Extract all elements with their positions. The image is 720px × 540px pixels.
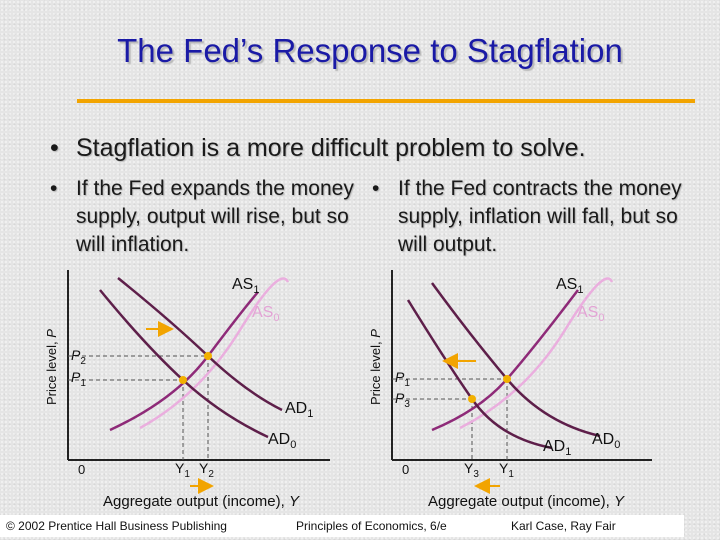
left-as1-curve bbox=[109, 291, 259, 432]
left-p-lower-label: P1 bbox=[71, 369, 86, 389]
right-as0-label: AS0 bbox=[577, 304, 604, 324]
left-bullet-text: If the Fed expands the money supply, out… bbox=[76, 177, 354, 256]
right-ad1-label: AD1 bbox=[543, 438, 571, 458]
right-bullet: • If the Fed contracts the money supply,… bbox=[372, 175, 692, 259]
left-equilibrium-new bbox=[204, 352, 212, 360]
left-x-axis-label: Aggregate output (income), Y bbox=[103, 493, 300, 510]
right-y-a-label: Y3 bbox=[464, 460, 479, 480]
left-ad0-label: AD0 bbox=[268, 431, 296, 451]
left-bullet: • If the Fed expands the money supply, o… bbox=[50, 175, 360, 259]
left-p-upper-label: P2 bbox=[71, 347, 86, 367]
right-y-b-label: Y1 bbox=[499, 460, 514, 480]
bullet-dot: • bbox=[50, 177, 58, 200]
left-as0-label: AS0 bbox=[252, 304, 279, 324]
footer-bar: © 2002 Prentice Hall Business Publishing… bbox=[0, 515, 684, 537]
left-graph: Price level, P Aggregate output (income)… bbox=[44, 270, 330, 510]
right-graph: Price level, P Aggregate output (income)… bbox=[368, 270, 652, 510]
right-ad0-label: AD0 bbox=[592, 431, 620, 451]
left-y-axis-label: Price level, P bbox=[44, 329, 59, 405]
left-ad1-label: AD1 bbox=[285, 400, 313, 420]
right-ad0-curve bbox=[430, 282, 601, 438]
right-p-lower-label: P3 bbox=[395, 390, 410, 410]
right-bullet-text: If the Fed contracts the money supply, i… bbox=[398, 177, 682, 256]
footer-book: Principles of Economics, 6/e bbox=[296, 519, 447, 533]
right-origin-label: 0 bbox=[402, 462, 409, 477]
right-as1-label: AS1 bbox=[556, 276, 583, 296]
footer-authors: Karl Case, Ray Fair bbox=[511, 519, 616, 533]
left-as0-curve bbox=[139, 277, 290, 430]
right-p-upper-label: P1 bbox=[395, 369, 410, 389]
main-bullet-text: Stagflation is a more difficult problem … bbox=[76, 134, 586, 162]
left-equilibrium-initial bbox=[179, 376, 187, 384]
left-y-b-label: Y2 bbox=[199, 460, 214, 480]
left-ad1-curve bbox=[117, 277, 283, 412]
left-origin-label: 0 bbox=[78, 462, 85, 477]
left-y-a-label: Y1 bbox=[175, 460, 190, 480]
slide-title: The Fed’s Response to Stagflation bbox=[117, 32, 623, 69]
right-equilibrium-initial bbox=[503, 375, 511, 383]
right-equilibrium-new bbox=[468, 395, 476, 403]
right-y-axis-label: Price level, P bbox=[368, 329, 383, 405]
right-x-axis-label: Aggregate output (income), Y bbox=[428, 493, 625, 510]
title-underline bbox=[77, 99, 695, 103]
right-as0-curve bbox=[459, 277, 614, 430]
main-bullet: • Stagflation is a more difficult proble… bbox=[50, 134, 586, 163]
bullet-dot: • bbox=[372, 177, 380, 200]
footer-copyright: © 2002 Prentice Hall Business Publishing bbox=[6, 519, 227, 533]
bullet-dot: • bbox=[50, 134, 59, 162]
left-as1-label: AS1 bbox=[232, 276, 259, 296]
